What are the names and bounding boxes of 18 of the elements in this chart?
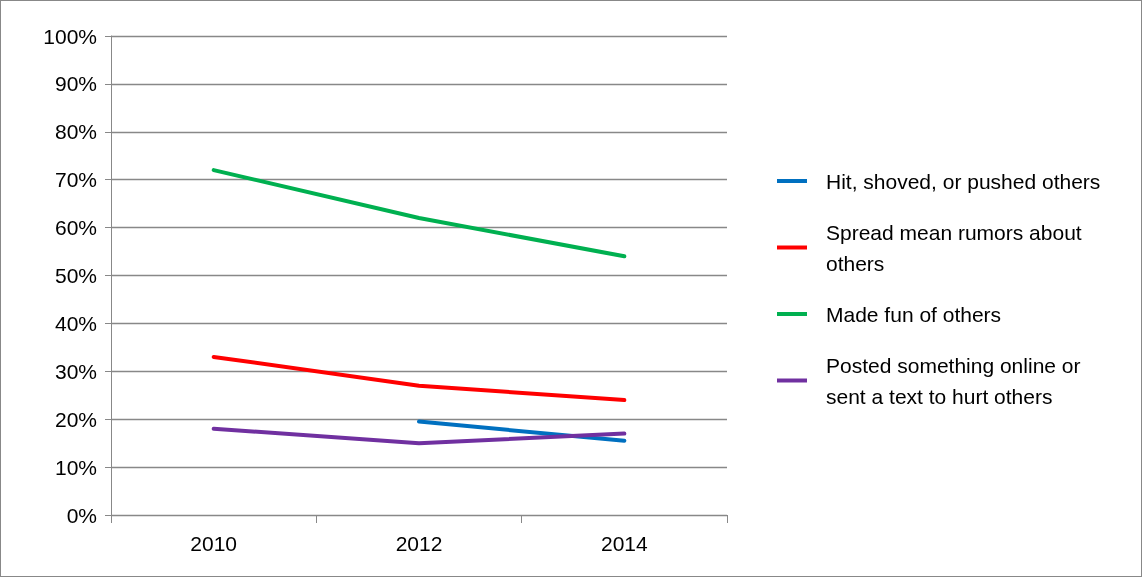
y-tick-label: 80% [54, 120, 97, 144]
y-tick-label: 70% [54, 168, 97, 192]
legend-label: Posted something online or sent a text to hurt others [826, 353, 1087, 408]
y-tick-label: 0% [66, 503, 97, 527]
x-tick-label: 2010 [190, 532, 238, 555]
y-tick-label: 90% [54, 72, 97, 96]
y-tick-label: 100% [43, 24, 97, 48]
legend-label: Spread mean rumors about others [826, 220, 1088, 275]
y-tick-label: 50% [54, 264, 97, 287]
x-tick-label: 2012 [395, 532, 443, 555]
y-tick-label: 40% [54, 311, 97, 335]
legend-label: Made fun of others [826, 302, 1002, 326]
y-tick-label: 60% [54, 216, 97, 240]
x-tick-label: 2014 [600, 532, 649, 555]
legend-label: Hit, shoved, or pushed others [826, 169, 1101, 193]
y-tick-label: 30% [54, 359, 97, 383]
y-tick-label: 20% [54, 407, 97, 431]
y-tick-label: 10% [54, 455, 97, 479]
